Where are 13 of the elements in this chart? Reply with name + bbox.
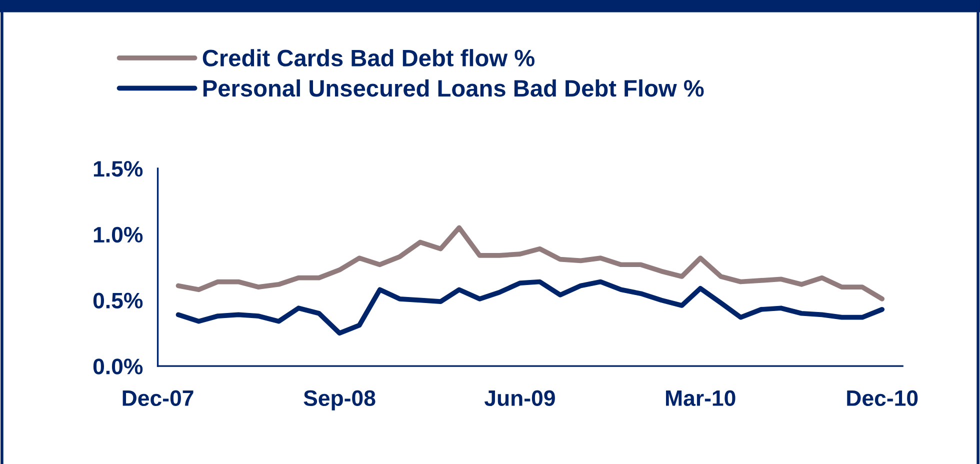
x-tick-label: Dec-07 bbox=[122, 390, 194, 406]
x-tick-label: Sep-08 bbox=[304, 390, 376, 410]
line-series bbox=[176, 225, 885, 302]
legend-label: Credit Cards Bad Debt flow % bbox=[202, 49, 534, 66]
line-series bbox=[176, 279, 885, 336]
x-tick-label: Jun-09 bbox=[484, 390, 555, 406]
legend-label: Personal Unsecured Loans Bad Debt Flow % bbox=[203, 79, 704, 97]
y-tick-label: 1.0% bbox=[94, 226, 143, 243]
y-tick-label: 1.5% bbox=[94, 161, 143, 177]
x-tick-label: Mar-10 bbox=[666, 390, 736, 406]
y-tick-label: 0.0% bbox=[93, 358, 143, 374]
y-tick-label: 0.5% bbox=[93, 292, 143, 308]
x-tick-label: Dec-10 bbox=[847, 390, 918, 406]
